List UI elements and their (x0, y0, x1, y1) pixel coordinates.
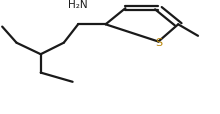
Text: S: S (155, 37, 162, 47)
Text: H₂N: H₂N (68, 0, 88, 10)
